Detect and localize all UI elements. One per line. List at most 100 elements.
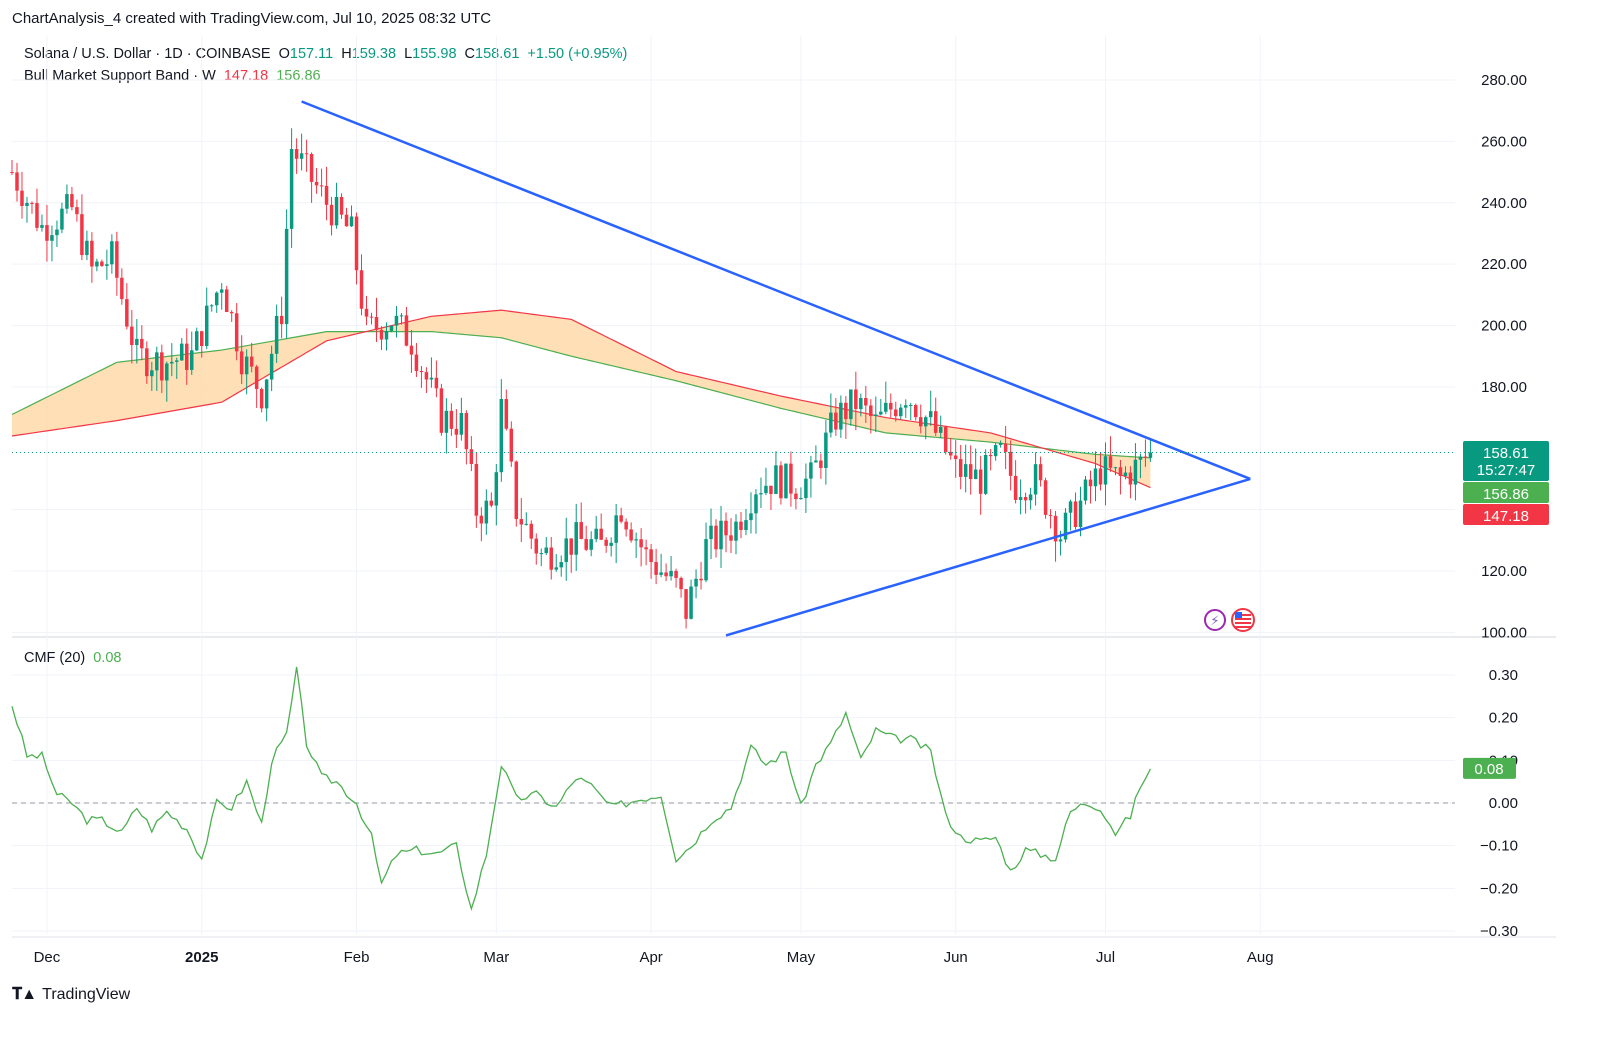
candle-body bbox=[279, 315, 284, 325]
candle-body bbox=[899, 407, 903, 417]
candle-body bbox=[339, 196, 344, 215]
candle-body bbox=[784, 463, 788, 499]
candle-body bbox=[679, 577, 683, 590]
cmf-tag: 0.08 bbox=[1463, 757, 1516, 779]
candle-body bbox=[849, 389, 853, 420]
last-price-tag-text: 158.61 bbox=[1483, 445, 1529, 462]
candle-body bbox=[864, 398, 868, 406]
candle-body bbox=[709, 525, 713, 540]
candle-body bbox=[409, 345, 414, 355]
candle-body bbox=[789, 463, 793, 494]
candle-body bbox=[314, 181, 319, 186]
cmf-label[interactable]: CMF (20) bbox=[24, 650, 86, 666]
candle-body bbox=[105, 264, 109, 266]
brand-name: TradingView bbox=[42, 986, 131, 1003]
candle-body bbox=[229, 312, 234, 314]
cmf-tag-text: 0.08 bbox=[1474, 761, 1503, 778]
candle-body bbox=[289, 149, 294, 229]
candle-body bbox=[85, 240, 89, 256]
candle-body bbox=[539, 553, 544, 555]
candle-body bbox=[739, 521, 743, 531]
flag-stripe bbox=[1235, 614, 1251, 616]
candle-body bbox=[644, 547, 648, 550]
candle-body bbox=[729, 535, 733, 541]
cmf-y-tick-label: 0.00 bbox=[1489, 795, 1518, 812]
candle-body bbox=[199, 331, 204, 347]
candle-body bbox=[544, 547, 549, 554]
candle-body bbox=[734, 521, 738, 541]
candle-body bbox=[634, 539, 638, 541]
candle-body bbox=[829, 412, 833, 433]
candle-body bbox=[454, 428, 459, 435]
candle-body bbox=[165, 363, 169, 381]
candle-body bbox=[948, 451, 953, 456]
candle-body bbox=[579, 522, 583, 539]
candle-body bbox=[659, 572, 663, 575]
candle-body bbox=[469, 449, 474, 464]
candle-body bbox=[619, 515, 623, 522]
candle-body bbox=[839, 402, 843, 430]
candle-body bbox=[324, 185, 329, 205]
tradingview-logo-icon: 𝐓▲ bbox=[12, 986, 37, 1003]
candle-body bbox=[834, 412, 838, 430]
candle-body bbox=[884, 402, 888, 412]
candle-body bbox=[684, 589, 688, 619]
band-lower-tag-text: 147.18 bbox=[1483, 508, 1529, 525]
candle-body bbox=[419, 370, 424, 373]
candle-body bbox=[1118, 467, 1123, 476]
candle-body bbox=[110, 241, 114, 265]
event-icons: ⚡ bbox=[1204, 608, 1255, 632]
candle-body bbox=[30, 202, 34, 204]
cmf-line bbox=[11, 666, 1152, 911]
candle-body bbox=[799, 498, 803, 500]
candle-body bbox=[45, 225, 49, 241]
candle-body bbox=[349, 216, 354, 227]
candle-body bbox=[814, 460, 818, 463]
candle-body bbox=[609, 542, 613, 546]
candle-body bbox=[649, 549, 653, 563]
candle-body bbox=[1048, 514, 1053, 516]
candle-body bbox=[988, 454, 993, 457]
candle-body bbox=[120, 277, 124, 300]
band-lower-tag-bg bbox=[1463, 504, 1549, 525]
candle-body bbox=[1008, 451, 1013, 476]
candle-body bbox=[654, 562, 658, 575]
flag-stripe bbox=[1235, 622, 1251, 624]
candle-body bbox=[234, 313, 239, 352]
candle-body bbox=[1123, 472, 1128, 476]
candle-body bbox=[404, 315, 409, 346]
candle-body bbox=[904, 405, 908, 408]
symbol-name[interactable]: Solana / U.S. Dollar · 1D · COINBASE bbox=[24, 46, 271, 62]
candle-body bbox=[130, 326, 134, 346]
bull-market-support-band bbox=[11, 309, 1151, 489]
candle-body bbox=[524, 523, 529, 525]
candle-body bbox=[244, 356, 249, 375]
band-fill bbox=[12, 310, 1151, 488]
x-tick-label: Apr bbox=[639, 949, 662, 966]
y-tick-label: 280.00 bbox=[1481, 72, 1527, 89]
candle-body bbox=[309, 154, 314, 182]
candle-body bbox=[1003, 443, 1008, 452]
band-lower-line bbox=[11, 309, 1151, 489]
trendlines bbox=[12, 100, 1455, 637]
candle-body bbox=[509, 428, 514, 462]
x-tick-label: Dec bbox=[34, 949, 61, 966]
candle-body bbox=[115, 241, 119, 278]
candle-body bbox=[514, 461, 519, 520]
candle-body bbox=[125, 299, 129, 327]
candle-body bbox=[993, 445, 998, 457]
candle-body bbox=[973, 469, 978, 480]
symbol-legend: Solana / U.S. Dollar · 1D · COINBASE O15… bbox=[24, 46, 631, 62]
candle-body bbox=[140, 338, 144, 349]
candle-body bbox=[209, 305, 214, 307]
candle-body bbox=[1043, 480, 1048, 515]
candle-body bbox=[1083, 479, 1088, 501]
candle-body bbox=[664, 572, 668, 577]
candle-body bbox=[175, 360, 179, 362]
candle-body bbox=[444, 410, 449, 433]
candle-body bbox=[384, 331, 389, 340]
candle-body bbox=[519, 519, 524, 525]
candle-body bbox=[629, 529, 633, 541]
